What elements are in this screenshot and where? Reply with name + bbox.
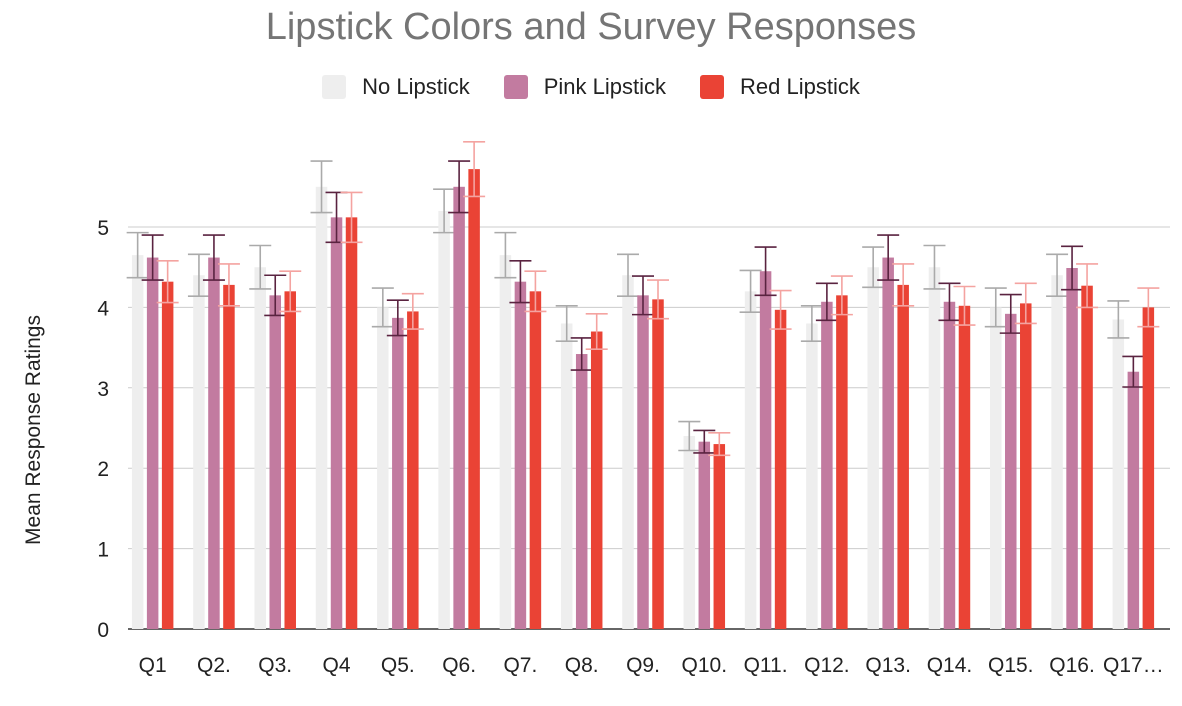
bar-pink-lipstick (392, 317, 404, 629)
y-tick-label: 1 (97, 539, 109, 562)
bar-red-lipstick (1020, 303, 1032, 629)
legend: No Lipstick Pink Lipstick Red Lipstick (0, 74, 1182, 100)
bar-red-lipstick (1081, 285, 1093, 629)
bar-pink-lipstick (208, 257, 220, 629)
bar-red-lipstick (774, 309, 787, 629)
x-tick-label: Q8. (565, 654, 599, 677)
bar-red-lipstick (468, 169, 480, 629)
bar-no-lipstick (867, 267, 879, 629)
bar-no-lipstick (560, 323, 573, 629)
legend-swatch-no-lipstick (322, 75, 347, 99)
bar-pink-lipstick (146, 257, 159, 629)
legend-item-no-lipstick[interactable]: No Lipstick (322, 74, 470, 100)
y-tick-label: 0 (97, 619, 109, 642)
bar-red-lipstick (407, 311, 419, 629)
bar-pink-lipstick (453, 186, 465, 630)
legend-item-red-lipstick[interactable]: Red Lipstick (700, 74, 860, 100)
bar-red-lipstick (1142, 307, 1155, 629)
x-tick-label: Q6. (442, 654, 476, 677)
x-tick-label: Q2. (197, 654, 231, 677)
bar-pink-lipstick (698, 441, 711, 629)
x-tick-label: Q16. (1049, 654, 1095, 677)
bar-pink-lipstick (575, 354, 588, 629)
x-tick-label: Q14. (927, 654, 973, 677)
bar-pink-lipstick (882, 257, 894, 629)
legend-label-red-lipstick: Red Lipstick (740, 74, 860, 99)
x-tick-label: Q12. (804, 654, 850, 677)
bar-pink-lipstick (1066, 268, 1078, 629)
bar-red-lipstick (897, 284, 909, 629)
bar-no-lipstick (1051, 275, 1063, 629)
bar-no-lipstick (315, 186, 328, 630)
legend-label-pink-lipstick: Pink Lipstick (543, 74, 667, 99)
bar-red-lipstick (958, 305, 971, 629)
x-tick-label: Q1 (139, 654, 167, 677)
x-tick-label: Q17… (1103, 654, 1164, 677)
y-tick-label: 2 (97, 458, 109, 481)
bar-no-lipstick (377, 307, 389, 629)
bar-red-lipstick (713, 444, 726, 629)
bar-no-lipstick (806, 323, 818, 629)
bar-no-lipstick (499, 255, 512, 629)
bar-no-lipstick (131, 255, 144, 629)
y-tick-label: 5 (97, 217, 109, 240)
bar-no-lipstick (438, 210, 450, 630)
bar-no-lipstick (744, 291, 757, 629)
x-tick-label: Q15. (988, 654, 1034, 677)
bar-pink-lipstick (943, 301, 956, 629)
x-tick-label: Q5. (381, 654, 415, 677)
chart-title: Lipstick Colors and Survey Responses (265, 6, 917, 48)
x-tick-label: Q9. (626, 654, 660, 677)
legend-swatch-pink-lipstick (503, 75, 528, 99)
x-tick-label: Q13. (865, 654, 911, 677)
bar-pink-lipstick (759, 271, 772, 629)
bar-red-lipstick (590, 331, 603, 629)
bar-pink-lipstick (1005, 313, 1017, 629)
bar-no-lipstick (990, 307, 1002, 629)
bar-pink-lipstick (514, 281, 527, 629)
bar-red-lipstick (284, 291, 296, 629)
bar-pink-lipstick (637, 295, 649, 629)
bar-no-lipstick (254, 267, 266, 629)
y-tick-label: 4 (97, 297, 109, 320)
x-tick-label: Q11. (744, 654, 788, 677)
x-tick-label: Q10. (682, 654, 728, 677)
bar-red-lipstick (652, 299, 664, 629)
legend-item-pink-lipstick[interactable]: Pink Lipstick (503, 74, 667, 100)
bar-pink-lipstick (330, 217, 343, 630)
bar-red-lipstick (345, 217, 358, 630)
bar-pink-lipstick (269, 295, 281, 629)
bar-no-lipstick (1112, 319, 1125, 629)
bar-pink-lipstick (821, 301, 833, 629)
bar-red-lipstick (223, 284, 235, 629)
bar-no-lipstick (622, 275, 634, 629)
x-tick-label: Q4 (323, 654, 351, 677)
bar-pink-lipstick (1127, 371, 1140, 629)
bar-red-lipstick (836, 295, 848, 629)
bar-no-lipstick (683, 436, 696, 629)
y-tick-label: 3 (97, 378, 109, 401)
legend-swatch-red-lipstick (700, 75, 725, 99)
legend-label-no-lipstick: No Lipstick (362, 74, 470, 99)
bar-red-lipstick (529, 291, 542, 629)
bar-no-lipstick (193, 275, 205, 629)
bar-red-lipstick (161, 281, 174, 629)
bar-no-lipstick (928, 267, 941, 629)
x-tick-label: Q7. (503, 654, 537, 677)
x-tick-label: Q3. (258, 654, 292, 677)
